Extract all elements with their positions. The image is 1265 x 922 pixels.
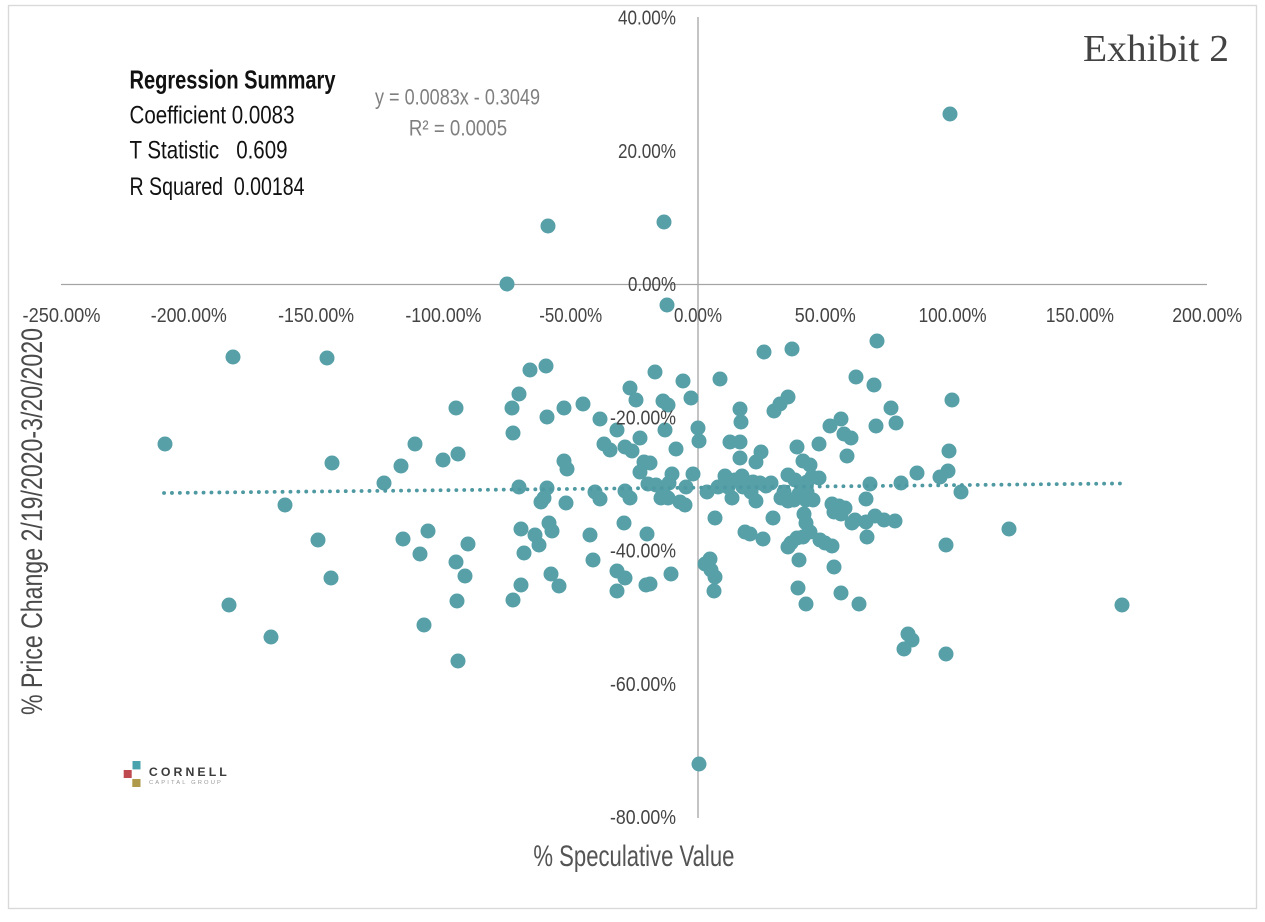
svg-text:-100.00%: -100.00% xyxy=(405,305,481,327)
svg-text:20.00%: 20.00% xyxy=(618,141,676,163)
svg-text:y = 0.0083x - 0.3049: y = 0.0083x - 0.3049 xyxy=(375,85,540,110)
svg-text:0.00%: 0.00% xyxy=(674,305,722,327)
svg-text:200.00%: 200.00% xyxy=(1172,305,1242,327)
svg-text:% Price Change 2/19/2020-3/20/: % Price Change 2/19/2020-3/20/2020 xyxy=(16,328,49,715)
svg-text:-50.00%: -50.00% xyxy=(539,305,602,327)
svg-text:CORNELL: CORNELL xyxy=(149,765,230,779)
svg-text:-200.00%: -200.00% xyxy=(151,305,227,327)
svg-text:-40.00%: -40.00% xyxy=(610,541,676,563)
svg-text:CAPITAL GROUP: CAPITAL GROUP xyxy=(149,780,223,786)
svg-text:-80.00%: -80.00% xyxy=(610,807,676,829)
svg-text:0.00%: 0.00% xyxy=(628,274,676,296)
svg-text:-150.00%: -150.00% xyxy=(278,305,354,327)
svg-text:Exhibit 2: Exhibit 2 xyxy=(1083,28,1229,70)
svg-text:T Statistic 0.609: T Statistic 0.609 xyxy=(130,137,288,165)
svg-text:40.00%: 40.00% xyxy=(618,8,676,30)
svg-text:R² = 0.0005: R² = 0.0005 xyxy=(409,117,507,141)
svg-text:150.00%: 150.00% xyxy=(1046,305,1114,327)
svg-text:-250.00%: -250.00% xyxy=(23,305,101,327)
svg-text:50.00%: 50.00% xyxy=(795,305,856,327)
svg-text:% Speculative Value: % Speculative Value xyxy=(533,840,734,873)
svg-text:-20.00%: -20.00% xyxy=(610,407,676,429)
svg-text:Regression Summary: Regression Summary xyxy=(130,65,336,95)
svg-text:R Squared 0.00184: R Squared 0.00184 xyxy=(130,173,305,201)
svg-text:100.00%: 100.00% xyxy=(919,305,987,327)
svg-text:-60.00%: -60.00% xyxy=(610,674,676,696)
svg-text:Coefficient 0.0083: Coefficient 0.0083 xyxy=(130,101,295,129)
